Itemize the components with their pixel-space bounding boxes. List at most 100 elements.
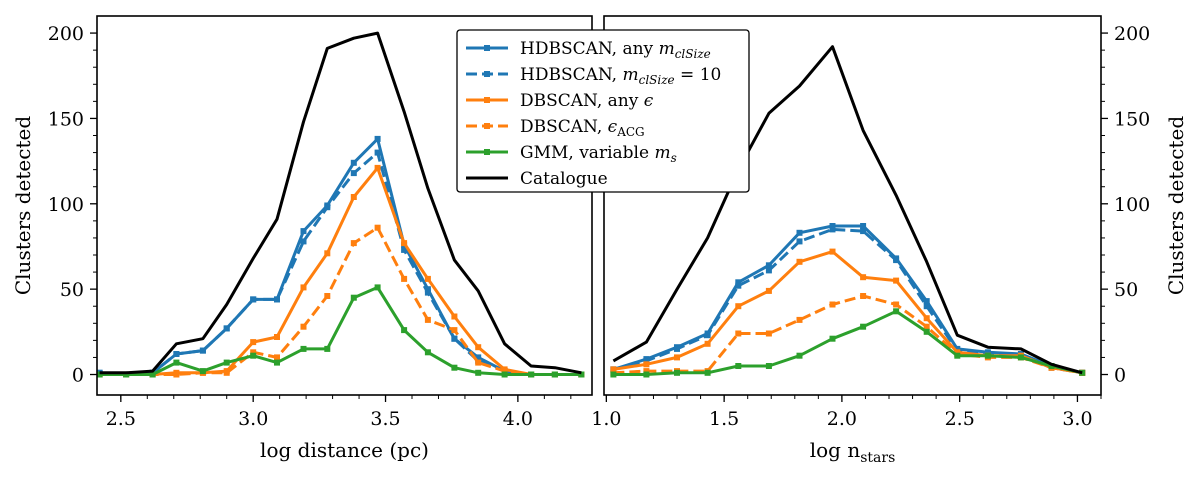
- data-point-gmm: [984, 352, 991, 359]
- y-tick-label: 0: [1114, 365, 1126, 387]
- data-point-dbscan_acg: [735, 330, 742, 337]
- data-point-gmm: [424, 349, 431, 356]
- data-point-dbscan_acg: [374, 224, 381, 231]
- data-point-hdbscan_any: [424, 286, 431, 293]
- data-point-dbscan_any: [250, 339, 257, 346]
- data-point-gmm: [274, 359, 280, 366]
- data-point-dbscan_any: [300, 284, 307, 291]
- data-point-gmm: [796, 352, 803, 359]
- y-tick-label: 50: [1114, 279, 1138, 301]
- legend-label-math-sub: clSize: [639, 73, 675, 87]
- data-point-hdbscan_10: [350, 170, 357, 177]
- data-point-gmm: [528, 371, 535, 378]
- data-point-hdbscan_10: [274, 296, 280, 303]
- data-point-hdbscan_any: [765, 262, 772, 269]
- y-tick-label: 0: [72, 365, 84, 387]
- data-point-gmm: [610, 371, 617, 378]
- series-line-gmm: [99, 285, 582, 376]
- legend-marker-gmm: [484, 149, 490, 155]
- data-point-dbscan_any: [324, 250, 331, 257]
- data-point-gmm: [350, 294, 357, 301]
- data-point-hdbscan_10: [199, 347, 206, 354]
- x-axis-label: log nstars: [810, 438, 896, 466]
- data-point-dbscan_acg: [501, 368, 508, 375]
- y-tick-label: 200: [48, 23, 84, 45]
- data-point-hdbscan_10: [796, 238, 803, 245]
- data-point-gmm: [893, 308, 900, 315]
- data-point-dbscan_acg: [765, 330, 772, 337]
- data-point-dbscan_any: [829, 248, 836, 255]
- data-point-hdbscan_10: [223, 325, 230, 332]
- data-point-gmm: [223, 359, 230, 366]
- data-point-gmm: [735, 363, 742, 369]
- data-point-hdbscan_10: [424, 289, 431, 296]
- data-point-hdbscan_10: [829, 226, 836, 233]
- data-point-gmm: [643, 371, 650, 378]
- data-point-dbscan_acg: [829, 301, 836, 308]
- legend-label: GMM, variable ms: [520, 143, 677, 165]
- data-point-hdbscan_10: [860, 228, 867, 235]
- data-point-dbscan_acg: [796, 316, 803, 323]
- data-point-dbscan_acg: [860, 293, 867, 299]
- x-tick-label: 3.5: [370, 408, 400, 430]
- y-tick-label: 200: [1114, 23, 1150, 45]
- x-axis-label-main: log n: [810, 438, 861, 462]
- series-line-dbscan_acg: [99, 226, 582, 376]
- y-axis-label: Clusters detected: [1164, 116, 1188, 295]
- x-tick-label: 2.5: [945, 408, 975, 430]
- y-tick-label: 100: [48, 194, 84, 216]
- data-point-hdbscan_10: [923, 303, 930, 310]
- data-point-dbscan_any: [610, 366, 617, 373]
- data-point-dbscan_any: [424, 275, 431, 282]
- data-point-dbscan_acg: [250, 349, 257, 356]
- x-tick-label: 3.0: [1062, 408, 1092, 430]
- data-point-gmm: [300, 345, 307, 352]
- legend-marker-dbscan_acg: [484, 123, 490, 129]
- y-tick-label: 100: [1114, 194, 1150, 216]
- data-point-hdbscan_any: [860, 223, 867, 229]
- series-line-hdbscan_any: [612, 224, 1083, 375]
- data-point-gmm: [451, 364, 458, 371]
- data-point-gmm: [173, 359, 180, 366]
- right-panel: 1.0 1.5 2.0 2.5 3.0 0 50 100 150 200 log nstars Clu…: [591, 15, 1188, 466]
- legend-label-math: m: [659, 39, 675, 59]
- legend-label: DBSCAN, ϵACG: [520, 117, 645, 139]
- data-point-dbscan_acg: [401, 275, 408, 282]
- data-point-dbscan_any: [451, 313, 458, 320]
- legend-label-math: ϵ: [644, 91, 654, 111]
- data-point-gmm: [674, 369, 680, 376]
- y-tick-label: 50: [60, 279, 84, 301]
- data-point-dbscan_acg: [643, 368, 650, 375]
- data-point-gmm: [923, 328, 930, 335]
- data-point-gmm: [199, 368, 206, 375]
- legend-label: HDBSCAN, mclSize = 10: [520, 65, 721, 87]
- x-tick-label: 2.0: [827, 408, 857, 430]
- data-point-dbscan_any: [643, 361, 650, 368]
- data-point-gmm: [149, 371, 156, 378]
- series-line-gmm: [613, 309, 1083, 376]
- data-point-hdbscan_any: [829, 223, 836, 229]
- data-point-dbscan_acg: [173, 371, 180, 378]
- data-point-hdbscan_10: [735, 282, 742, 289]
- legend-label-text: HDBSCAN,: [520, 65, 622, 85]
- data-point-dbscan_any: [401, 240, 408, 247]
- data-point-gmm: [860, 323, 867, 330]
- data-point-gmm: [250, 352, 257, 359]
- data-point-gmm: [96, 371, 103, 378]
- data-point-dbscan_any: [893, 277, 900, 284]
- legend-label: DBSCAN, any ϵ: [520, 91, 654, 111]
- data-point-gmm: [578, 371, 585, 378]
- data-point-dbscan_acg: [324, 293, 331, 299]
- legend-label-text: GMM, variable: [520, 143, 654, 163]
- y-tick-label: 150: [48, 108, 84, 130]
- legend-marker-hdbscan_any: [484, 45, 490, 51]
- data-point-dbscan_any: [475, 344, 482, 351]
- x-tick-label: 3.0: [238, 408, 268, 430]
- data-point-gmm: [123, 371, 130, 378]
- x-axis-label: log distance (pc): [260, 438, 429, 462]
- legend-label-suffix: = 10: [675, 65, 722, 85]
- x-tick-label: 1.0: [591, 408, 621, 430]
- legend-box: [456, 29, 750, 193]
- series-line-catalogue: [99, 31, 582, 375]
- plot-frame: [603, 15, 1102, 396]
